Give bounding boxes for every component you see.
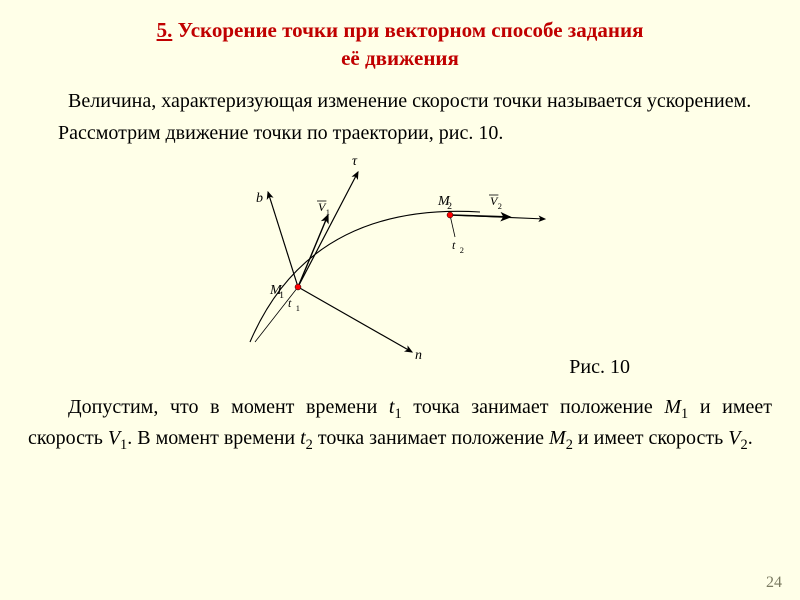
sym-m1: M bbox=[664, 396, 681, 418]
figure-area: τbV1nt1M1M2V2t2 Рис. 10 bbox=[0, 147, 800, 387]
label-M1: M1 bbox=[269, 283, 284, 301]
vector-n bbox=[298, 287, 412, 352]
figure-caption: Рис. 10 bbox=[569, 356, 630, 379]
trajectory-diagram: τbV1nt1M1M2V2t2 bbox=[190, 147, 610, 367]
sym-v2-sub: 2 bbox=[741, 437, 748, 453]
svg-text:1: 1 bbox=[279, 290, 284, 301]
svg-text:τ: τ bbox=[352, 154, 358, 169]
p3-part-a: Допустим, что в момент времени bbox=[68, 396, 389, 418]
sym-t2-sub: 2 bbox=[306, 437, 313, 453]
svg-text:n: n bbox=[415, 348, 422, 363]
svg-text:t: t bbox=[288, 296, 292, 310]
label-t2: t2 bbox=[452, 238, 464, 255]
sym-m2: M bbox=[549, 427, 566, 449]
p3-part-d: . В момент времени bbox=[127, 427, 300, 449]
p3-part-g: . bbox=[748, 427, 753, 449]
label-M2: M2 bbox=[437, 194, 452, 212]
vector-t2tail bbox=[450, 215, 455, 237]
page-number: 24 bbox=[766, 574, 782, 592]
title-line-1: Ускорение точки при векторном способе за… bbox=[178, 18, 644, 42]
point-M2 bbox=[447, 212, 453, 218]
p3-part-e: точка занимает положение bbox=[313, 427, 549, 449]
svg-text:2: 2 bbox=[498, 202, 502, 211]
slide: 5. Ускорение точки при векторном способе… bbox=[0, 0, 800, 600]
vector-b bbox=[268, 192, 298, 287]
sym-v2: V bbox=[728, 427, 740, 449]
title-line-2: её движения bbox=[341, 46, 459, 70]
label-τ: τ bbox=[352, 154, 358, 169]
sym-m2-sub: 2 bbox=[566, 437, 573, 453]
label-V1: V1 bbox=[317, 200, 330, 217]
label-t1: t1 bbox=[288, 296, 300, 313]
paragraph-3: Допустим, что в момент времени t1 точка … bbox=[0, 393, 800, 455]
p3-part-b: точка занимает положение bbox=[402, 396, 665, 418]
label-n: n bbox=[415, 348, 422, 363]
vector-v2 bbox=[450, 215, 510, 217]
svg-text:2: 2 bbox=[460, 246, 464, 255]
paragraph-1: Величина, характеризующая изменение скор… bbox=[0, 87, 800, 115]
svg-text:b: b bbox=[256, 191, 263, 206]
sym-t1-sub: 1 bbox=[394, 406, 401, 422]
label-V2: V2 bbox=[489, 194, 502, 211]
title-block: 5. Ускорение точки при векторном способе… bbox=[0, 0, 800, 73]
svg-text:1: 1 bbox=[326, 208, 330, 217]
p3-part-f: и имеет скорость bbox=[573, 427, 728, 449]
svg-text:1: 1 bbox=[296, 304, 300, 313]
title-number: 5. bbox=[157, 18, 173, 42]
vector-v1 bbox=[298, 215, 328, 287]
svg-text:2: 2 bbox=[447, 201, 452, 212]
label-b: b bbox=[256, 191, 263, 206]
point-M1 bbox=[295, 284, 301, 290]
paragraph-2: Рассмотрим движение точки по траектории,… bbox=[0, 119, 800, 147]
svg-text:t: t bbox=[452, 238, 456, 252]
vector-tau bbox=[298, 172, 358, 287]
sym-v1: V bbox=[108, 427, 120, 449]
